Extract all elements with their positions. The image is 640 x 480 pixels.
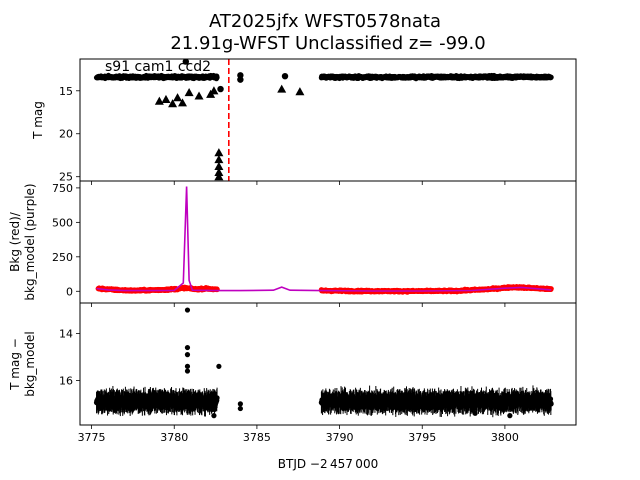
x-tick-label: 3800 (491, 431, 519, 444)
limit-point (295, 87, 305, 96)
ylabel-middle-line-2: bkg_model (purple) (23, 183, 37, 300)
data-point (214, 395, 220, 401)
data-point (237, 76, 244, 83)
limit-point (168, 99, 178, 108)
data-point (472, 410, 478, 416)
bottom-plot-area (93, 307, 554, 419)
panel-top-tmag: 15 20 25 (59, 58, 577, 185)
ylabel-bottom-line-1: T mag − (8, 338, 22, 391)
panel-frame (79, 302, 577, 426)
data-point (216, 363, 222, 369)
data-point (507, 413, 513, 419)
data-point (237, 401, 243, 407)
y-tick-label: 25 (59, 171, 73, 184)
x-tick-label: 3785 (243, 431, 271, 444)
x-axis-label: BTJD −2 457 000 (278, 457, 378, 471)
top-plot-area (93, 59, 554, 181)
limit-point (194, 91, 204, 100)
limit-point (214, 148, 224, 157)
limit-point (173, 93, 183, 102)
y-tick-label: 16 (59, 374, 73, 387)
y-tick-label: 250 (52, 251, 73, 264)
limit-point (154, 96, 164, 105)
data-point (237, 405, 243, 412)
data-point (548, 74, 554, 80)
data-point (281, 72, 289, 80)
panel-middle-background: 0 250 500 750 (52, 180, 577, 307)
bkg-model-line (96, 186, 552, 292)
x-tick-label: 3780 (160, 431, 188, 444)
data-point (211, 413, 217, 419)
middle-plot-area (95, 186, 554, 295)
data-point (184, 363, 191, 369)
data-point (184, 307, 191, 313)
y-tick-label: 20 (59, 128, 73, 141)
data-point (184, 344, 191, 351)
data-point (214, 74, 220, 81)
ylabel-top: T mag (31, 101, 45, 140)
limit-point (178, 98, 188, 107)
limit-point (214, 167, 224, 177)
data-point (217, 85, 224, 93)
y-tick-label: 15 (59, 85, 73, 98)
panel-annotation: s91 cam1 ccd2 (105, 59, 211, 75)
limit-point (214, 172, 224, 181)
title-line-2: 21.91g-WFST Unclassified z= -99.0 (170, 33, 485, 54)
y-tick-label: 0 (66, 285, 73, 298)
data-point (184, 368, 191, 374)
title-line-1: AT2025jfx WFST0578nata (209, 11, 441, 32)
ylabel-middle-line-1: Bkg (red)/ (8, 211, 22, 272)
y-tick-label: 500 (52, 216, 73, 229)
limit-point (184, 88, 194, 97)
y-tick-label: 750 (52, 182, 73, 195)
data-point (184, 352, 191, 358)
x-tick-label: 3795 (408, 431, 436, 444)
x-tick-label: 3790 (326, 431, 354, 444)
x-tick-label: 3775 (78, 431, 106, 444)
limit-point (209, 86, 219, 95)
limit-point (214, 161, 224, 170)
data-point (182, 59, 190, 65)
limit-point (161, 94, 171, 103)
limit-point (214, 155, 224, 164)
ylabel-bottom-line-2: bkg_model (23, 331, 37, 397)
limit-point (277, 84, 287, 93)
panel-bottom-tmag-minus-bkg: 14 16 3775 3780 3785 3790 3795 3800 (59, 302, 577, 444)
data-point (548, 401, 554, 407)
y-tick-label: 14 (59, 328, 73, 341)
